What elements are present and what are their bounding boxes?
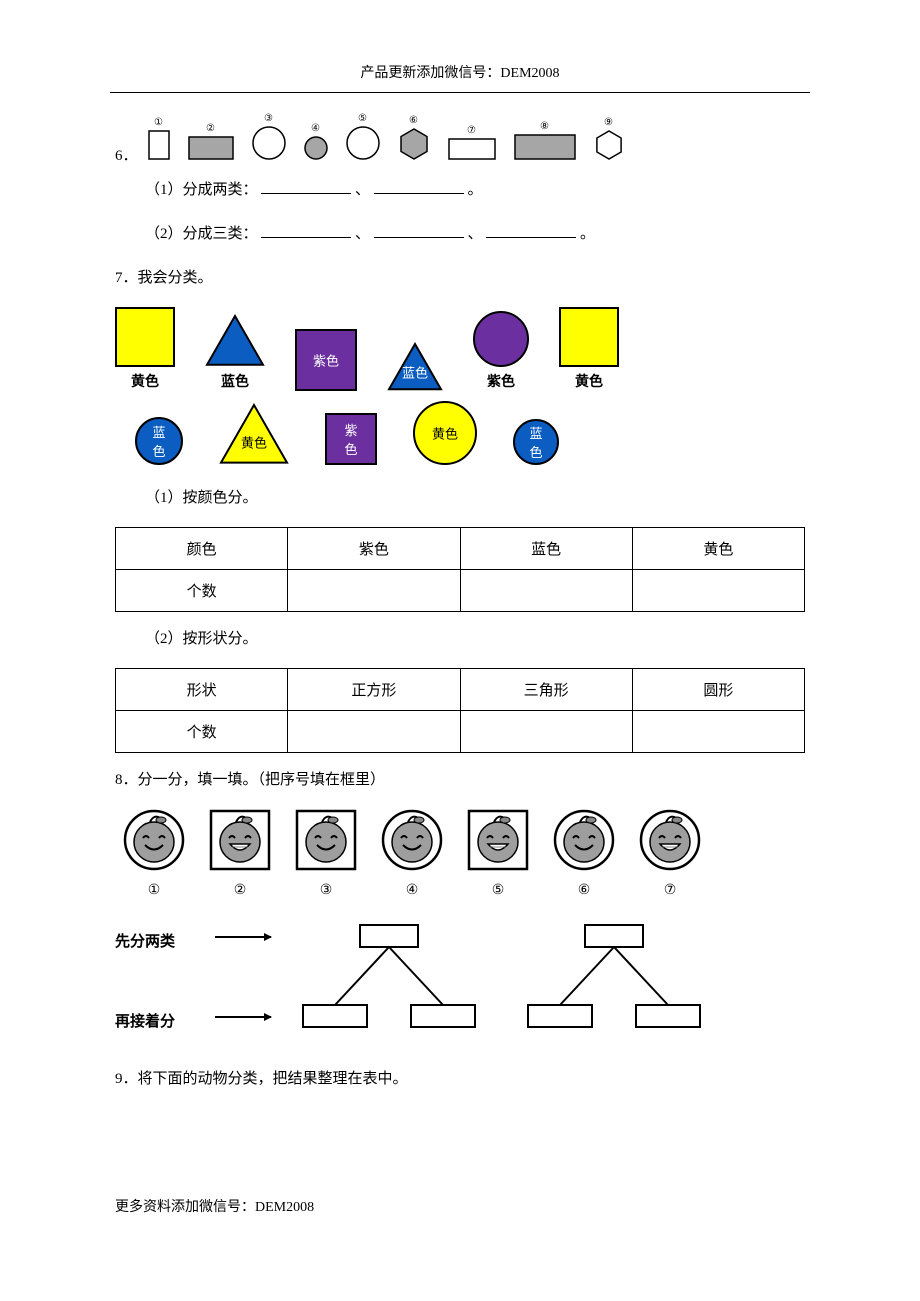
q7-shape: 黄色 [559, 307, 619, 391]
q7-shape: 蓝色 [387, 342, 443, 391]
q6-sub2: （2）分成三类： 、 、 。 [145, 219, 805, 249]
q6-number: 6． [115, 144, 138, 165]
cell-blank[interactable] [460, 570, 632, 612]
cell-header: 正方形 [288, 669, 460, 711]
cell-blank[interactable] [288, 711, 460, 753]
q7-shape: 蓝色 [205, 314, 265, 391]
q8-items-row: ① ② ③ ④ ⑤ [123, 809, 805, 899]
q7-shape: 黄色 [413, 401, 477, 465]
arrow-icon [215, 936, 271, 938]
table-row: 颜色 紫色 蓝色 黄色 [116, 528, 805, 570]
q7-shape: 黄色 [219, 403, 289, 465]
table-row: 形状 正方形 三角形 圆形 [116, 669, 805, 711]
cell-header: 圆形 [632, 669, 804, 711]
cell-header: 蓝色 [460, 528, 632, 570]
q7-table-color: 颜色 紫色 蓝色 黄色 个数 [115, 527, 805, 612]
q7-t1-title: （1）按颜色分。 [145, 483, 805, 513]
tree-label-second: 再接着分 [115, 1010, 215, 1031]
table-row: 个数 [116, 570, 805, 612]
blank[interactable] [374, 222, 464, 239]
cell-blank[interactable] [632, 711, 804, 753]
q6-shape: ④ [304, 123, 328, 165]
q6-shapes-row: ①②③④⑤⑥⑦⑧⑨ [148, 113, 624, 165]
q7-shape: 紫色 [325, 413, 377, 465]
tree-label-first: 先分两类 [115, 930, 215, 951]
q8-item: ① [123, 809, 185, 899]
blank[interactable] [374, 178, 464, 195]
page-content: 6． ①②③④⑤⑥⑦⑧⑨ （1）分成两类： 、 。 （2）分成三类： 、 、 。… [0, 93, 920, 1094]
q8-item: ③ [295, 809, 357, 899]
page-footer: 更多资料添加微信号：DEM2008 [115, 1196, 314, 1216]
page-header: 产品更新添加微信号：DEM2008 [0, 0, 920, 82]
q7-title: 7．我会分类。 [115, 263, 805, 293]
q7-shape: 蓝色 [513, 419, 559, 465]
q7-shape: 黄色 [115, 307, 175, 391]
blank[interactable] [261, 222, 351, 239]
cell-header: 形状 [116, 669, 288, 711]
separator: 、 [355, 226, 370, 242]
table-row: 个数 [116, 711, 805, 753]
q6-shape: ⑦ [448, 125, 496, 165]
cell-header: 紫色 [288, 528, 460, 570]
q7-shape: 紫色 [295, 329, 357, 391]
q6-shape: ⑨ [594, 117, 624, 165]
q8-item: ⑤ [467, 809, 529, 899]
cell-blank[interactable] [460, 711, 632, 753]
q7-t2-title: （2）按形状分。 [145, 624, 805, 654]
separator: 、 [468, 226, 483, 242]
q6-shape: ⑤ [346, 113, 380, 165]
cell-label: 个数 [116, 711, 288, 753]
blank[interactable] [261, 178, 351, 195]
blank[interactable] [486, 222, 576, 239]
q6-shape: ⑧ [514, 121, 576, 165]
separator: 、 [355, 182, 370, 198]
q7-row1: 黄色蓝色紫色蓝色紫色黄色 [115, 307, 805, 391]
arrow-icon [215, 1016, 271, 1018]
q7-table-shape: 形状 正方形 三角形 圆形 个数 [115, 668, 805, 753]
q6-shape: ③ [252, 113, 286, 165]
q6: 6． ①②③④⑤⑥⑦⑧⑨ （1）分成两类： 、 。 （2）分成三类： 、 、 。 [115, 113, 805, 249]
q8-item: ⑦ [639, 809, 701, 899]
q8-item: ② [209, 809, 271, 899]
q7-shape: 蓝色 [135, 417, 183, 465]
cell-blank[interactable] [632, 570, 804, 612]
cell-header: 黄色 [632, 528, 804, 570]
cell-blank[interactable] [288, 570, 460, 612]
q8-trees: 先分两类 再接着分 [115, 919, 805, 1054]
q6-shape: ② [188, 123, 234, 165]
cell-label: 个数 [116, 570, 288, 612]
q6-shape: ⑥ [398, 115, 430, 165]
q8-title: 8．分一分，填一填。（把序号填在框里） [115, 765, 805, 795]
period: 。 [468, 182, 483, 198]
q7-shape: 紫色 [473, 311, 529, 391]
q8-item: ④ [381, 809, 443, 899]
q6-sub2-text-a: （2）分成三类： [145, 226, 258, 242]
q9-title: 9．将下面的动物分类，把结果整理在表中。 [115, 1064, 805, 1094]
q8-item: ⑥ [553, 809, 615, 899]
q6-shape: ① [148, 117, 170, 165]
cell-header: 颜色 [116, 528, 288, 570]
period: 。 [580, 226, 595, 242]
q7-row2: 蓝色黄色紫色黄色蓝色 [135, 401, 805, 465]
q6-sub1: （1）分成两类： 、 。 [145, 175, 805, 205]
cell-header: 三角形 [460, 669, 632, 711]
q6-sub1-text-a: （1）分成两类： [145, 182, 258, 198]
